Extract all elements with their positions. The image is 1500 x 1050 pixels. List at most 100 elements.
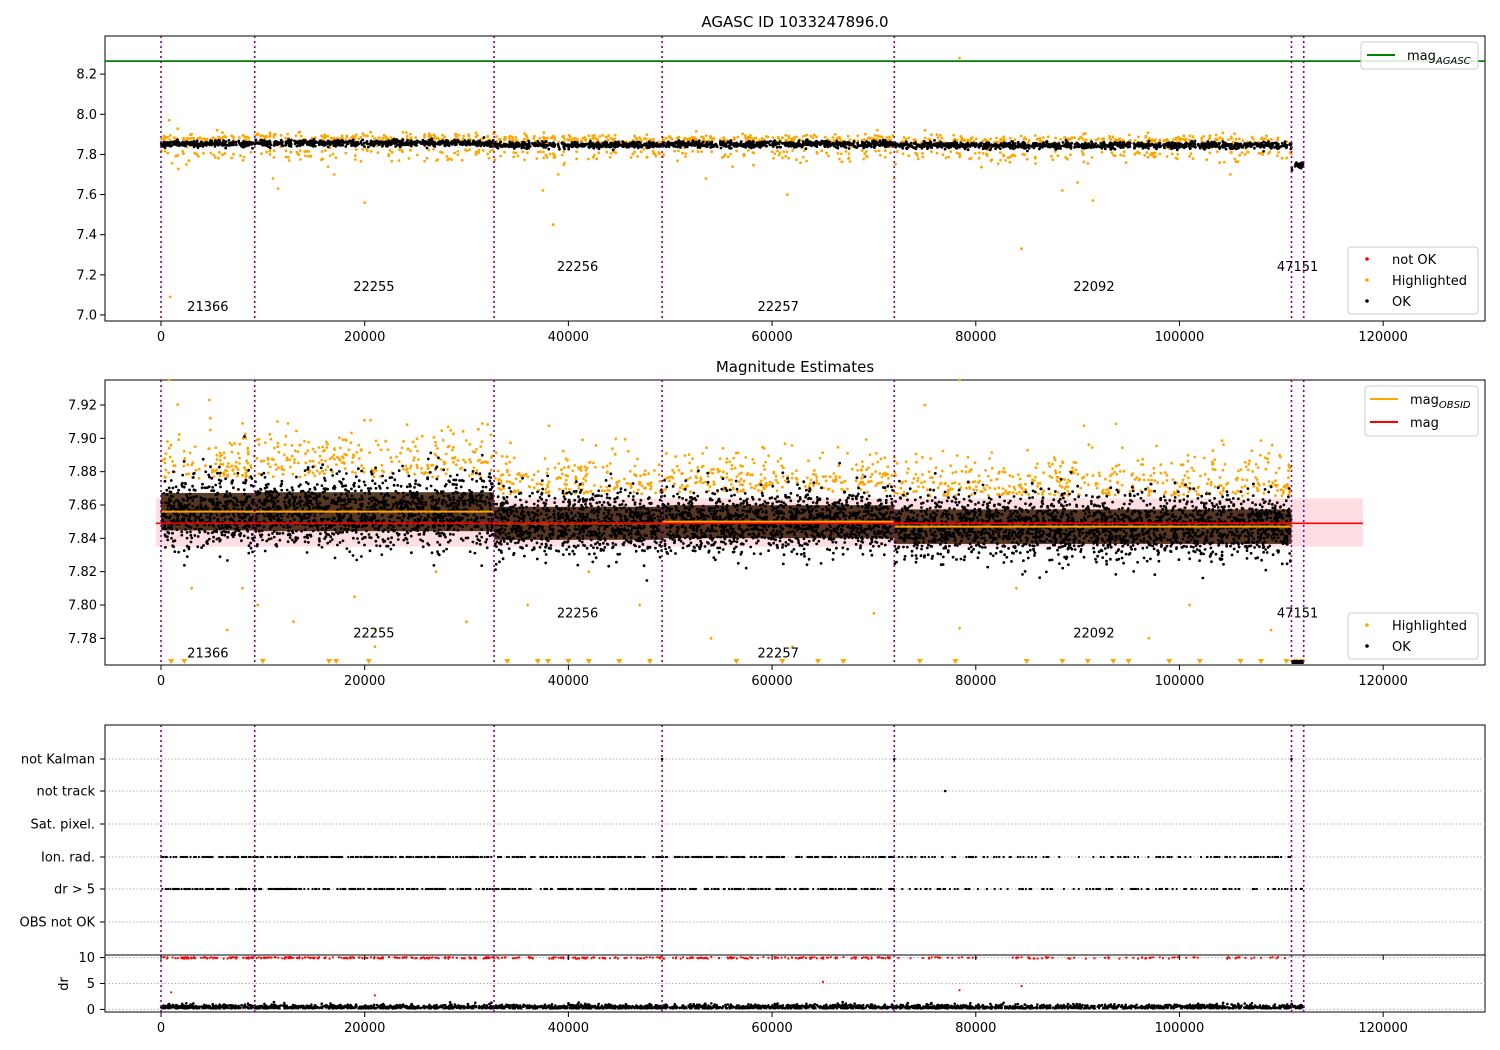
ok-points-marks — [160, 435, 1293, 582]
obsid-label: 47151 — [1277, 260, 1318, 275]
flag-label: OBS not OK — [20, 916, 96, 931]
flag-label: not track — [36, 785, 95, 800]
x-tick-label: 60000 — [751, 674, 792, 689]
flag-points — [160, 855, 1292, 859]
x-tick-label: 60000 — [751, 1021, 792, 1036]
below-range-marker — [168, 659, 175, 664]
below-range-marker — [1166, 659, 1173, 664]
flags-panel: not Kalman not track Sat. pixel. Ion. rad. d… — [20, 724, 1486, 1036]
y-tick-label: 7.78 — [68, 632, 97, 647]
below-range-marker — [1283, 659, 1290, 664]
flag-points — [943, 789, 947, 793]
legend-frame — [1360, 41, 1479, 70]
y-tick-label: 7.86 — [68, 499, 97, 514]
x-tick-label: 0 — [157, 674, 165, 689]
y-tick-label: 7.6 — [76, 188, 97, 203]
magnitude-estimates-panel: Magnitude Estimates 21366 22255 22256 22257… — [68, 358, 1486, 689]
x-tick-label: 100000 — [1155, 674, 1205, 689]
x-tick-label: 20000 — [344, 330, 385, 345]
below-range-marker — [814, 659, 821, 664]
legend-marker-swatch — [1365, 299, 1369, 303]
dr-plot-layer — [105, 955, 1485, 1012]
obsid-label: 22092 — [1073, 626, 1114, 641]
dr-x-axis: 0 20000 40000 60000 80000 100000 120000 — [157, 955, 1408, 1036]
below-range-marker — [1196, 659, 1203, 664]
magnitude-panel-frame — [104, 379, 1486, 666]
x-tick-label: 120000 — [1358, 674, 1408, 689]
x-tick-label: 100000 — [1155, 1021, 1205, 1036]
below-range-marker — [733, 659, 740, 664]
below-range-marker — [585, 659, 592, 664]
obsid-label: 21366 — [187, 300, 228, 315]
legend-marker-swatch — [1365, 278, 1369, 282]
below-range-marker — [259, 659, 266, 664]
agasc-line-legend: magAGASC — [1360, 41, 1479, 70]
legend-marker-swatch — [1365, 644, 1369, 648]
below-range-marker — [1059, 659, 1066, 664]
x-tick-label: 100000 — [1155, 330, 1205, 345]
agasc-panel-title: AGASC ID 1033247896.0 — [701, 13, 888, 31]
x-tick-label: 0 — [157, 330, 165, 345]
below-range-marker — [840, 659, 847, 664]
magnitude-y-axis: 7.78 7.80 7.82 7.84 7.86 7.88 7.90 7.92 — [68, 399, 105, 647]
below-range-marker — [1110, 659, 1117, 664]
flag-label: Ion. rad. — [41, 851, 95, 866]
legend-marker-swatch — [1365, 623, 1369, 627]
flag-points-marks — [943, 789, 947, 793]
obsid-label: 21366 — [187, 646, 228, 661]
dr-points — [159, 1000, 1305, 1010]
dr-tick-label: 5 — [87, 977, 95, 992]
y-tick-label: 7.84 — [68, 532, 97, 547]
y-tick-label: 8.2 — [76, 68, 97, 83]
y-tick-label: 7.90 — [68, 432, 97, 447]
y-tick-label: 7.2 — [76, 268, 97, 283]
x-tick-label: 20000 — [344, 674, 385, 689]
agasc-y-axis: 7.0 7.2 7.4 7.6 7.8 8.0 8.2 — [76, 68, 105, 323]
legend-frame — [1347, 612, 1479, 660]
y-tick-label: 7.0 — [76, 308, 97, 323]
x-tick-label: 120000 — [1358, 1021, 1408, 1036]
x-tick-label: 40000 — [548, 1021, 589, 1036]
obsid-label: 22255 — [353, 626, 394, 641]
flag-points — [161, 887, 1304, 891]
below-range-marker — [333, 659, 340, 664]
below-range-marker — [326, 659, 333, 664]
below-range-marker — [916, 659, 923, 664]
flags-plot-layer — [105, 725, 1485, 955]
below-range-marker — [646, 659, 653, 664]
magnitude-x-axis: 0 20000 40000 60000 80000 100000 120000 — [157, 665, 1408, 689]
x-tick-label: 40000 — [548, 330, 589, 345]
below-range-marker — [1023, 659, 1030, 664]
below-range-marker — [365, 659, 372, 664]
flags-y-axis: not Kalman not track Sat. pixel. Ion. rad. d… — [20, 753, 105, 931]
magnitude-marker-legend: Highlighted OK — [1347, 612, 1479, 660]
agasc-panel: AGASC ID 1033247896.0 21366 22255 22256 222… — [76, 13, 1486, 345]
y-tick-label: 7.4 — [76, 228, 97, 243]
x-tick-label: 40000 — [548, 674, 589, 689]
below-range-marker — [545, 659, 552, 664]
obsid-label: 22256 — [557, 606, 598, 621]
flag-label: dr > 5 — [54, 883, 95, 898]
flag-label: Sat. pixel. — [31, 818, 95, 833]
obsid-label: 22255 — [353, 280, 394, 295]
legend-marker-label: not OK — [1392, 253, 1437, 268]
legend-marker-label: Highlighted — [1392, 274, 1467, 289]
legend-line-label: mag — [1410, 416, 1439, 431]
below-range-marker — [952, 659, 959, 664]
obsid-label: 22256 — [557, 260, 598, 275]
y-tick-label: 7.82 — [68, 565, 97, 580]
agasc-panel-frame — [104, 35, 1486, 322]
legend-marker-label: OK — [1392, 640, 1411, 655]
dr-tick-label: 10 — [78, 951, 95, 966]
obsid-label: 22257 — [758, 300, 799, 315]
below-range-ok-marker — [1291, 660, 1304, 664]
x-tick-label: 80000 — [955, 674, 996, 689]
x-tick-label: 60000 — [751, 330, 792, 345]
dr-tick-label: 0 — [87, 1003, 95, 1018]
below-range-marker — [534, 659, 541, 664]
y-tick-label: 7.92 — [68, 399, 97, 414]
legend-marker-label: OK — [1392, 295, 1411, 310]
legend-line-subscript: OBSID — [1439, 400, 1471, 411]
